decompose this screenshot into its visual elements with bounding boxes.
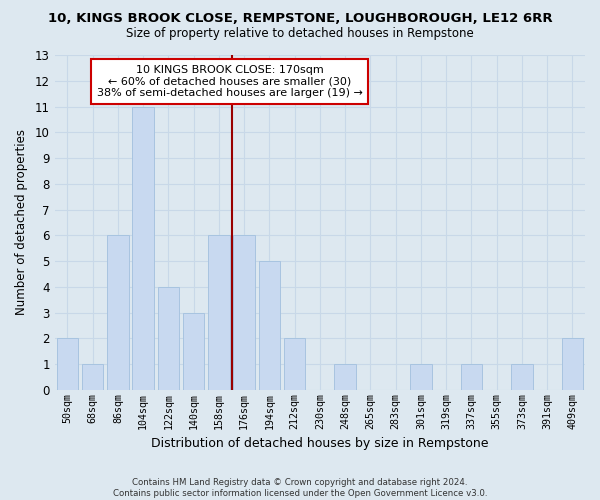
Bar	[82, 364, 103, 390]
X-axis label: Distribution of detached houses by size in Rempstone: Distribution of detached houses by size …	[151, 437, 488, 450]
Bar	[233, 236, 255, 390]
Bar	[461, 364, 482, 390]
Bar	[158, 287, 179, 390]
Bar	[259, 261, 280, 390]
Bar	[133, 106, 154, 390]
Bar	[410, 364, 431, 390]
Text: Contains HM Land Registry data © Crown copyright and database right 2024.
Contai: Contains HM Land Registry data © Crown c…	[113, 478, 487, 498]
Text: 10, KINGS BROOK CLOSE, REMPSTONE, LOUGHBOROUGH, LE12 6RR: 10, KINGS BROOK CLOSE, REMPSTONE, LOUGHB…	[47, 12, 553, 26]
Bar	[56, 338, 78, 390]
Text: 10 KINGS BROOK CLOSE: 170sqm
← 60% of detached houses are smaller (30)
38% of se: 10 KINGS BROOK CLOSE: 170sqm ← 60% of de…	[97, 65, 363, 98]
Bar	[107, 236, 128, 390]
Bar	[562, 338, 583, 390]
Bar	[284, 338, 305, 390]
Bar	[183, 312, 205, 390]
Bar	[208, 236, 230, 390]
Text: Size of property relative to detached houses in Rempstone: Size of property relative to detached ho…	[126, 28, 474, 40]
Y-axis label: Number of detached properties: Number of detached properties	[15, 130, 28, 316]
Bar	[334, 364, 356, 390]
Bar	[511, 364, 533, 390]
